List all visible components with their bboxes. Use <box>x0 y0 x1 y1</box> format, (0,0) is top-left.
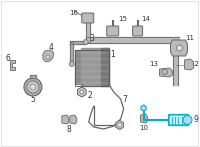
Circle shape <box>30 84 36 90</box>
Text: 13: 13 <box>149 61 158 67</box>
Circle shape <box>69 61 74 66</box>
Circle shape <box>80 90 84 94</box>
FancyBboxPatch shape <box>169 115 188 125</box>
Text: 15: 15 <box>118 16 127 22</box>
Text: 14: 14 <box>141 16 150 22</box>
Text: 11: 11 <box>185 35 194 41</box>
Polygon shape <box>184 59 193 70</box>
Text: 12: 12 <box>190 61 199 67</box>
Polygon shape <box>62 115 69 124</box>
Circle shape <box>46 55 50 59</box>
Text: 10: 10 <box>139 125 148 131</box>
Polygon shape <box>70 115 77 124</box>
Polygon shape <box>116 121 124 130</box>
Polygon shape <box>75 50 81 84</box>
Text: 4: 4 <box>48 42 53 51</box>
FancyBboxPatch shape <box>133 26 143 36</box>
Polygon shape <box>171 40 187 56</box>
Circle shape <box>27 81 39 93</box>
Text: 6: 6 <box>6 54 10 62</box>
Polygon shape <box>70 42 73 64</box>
Polygon shape <box>70 41 86 44</box>
Polygon shape <box>160 68 173 77</box>
Circle shape <box>118 123 122 127</box>
Polygon shape <box>10 60 15 70</box>
Text: 8: 8 <box>66 125 71 133</box>
Text: 5: 5 <box>30 96 35 105</box>
FancyBboxPatch shape <box>107 26 119 36</box>
Polygon shape <box>81 48 109 86</box>
Polygon shape <box>86 37 105 43</box>
Polygon shape <box>30 75 36 78</box>
Polygon shape <box>101 48 109 86</box>
Polygon shape <box>77 87 86 97</box>
Text: 2: 2 <box>87 91 92 100</box>
Circle shape <box>183 116 192 125</box>
Text: 7: 7 <box>122 95 127 103</box>
FancyBboxPatch shape <box>82 13 94 23</box>
Text: 9: 9 <box>193 116 198 125</box>
Polygon shape <box>141 114 148 123</box>
Circle shape <box>177 45 182 51</box>
Text: 1: 1 <box>110 50 115 59</box>
Polygon shape <box>43 50 54 62</box>
Text: 3: 3 <box>89 34 94 42</box>
Polygon shape <box>141 105 146 111</box>
Circle shape <box>83 40 88 45</box>
Text: 16: 16 <box>69 10 78 16</box>
Circle shape <box>24 78 42 96</box>
